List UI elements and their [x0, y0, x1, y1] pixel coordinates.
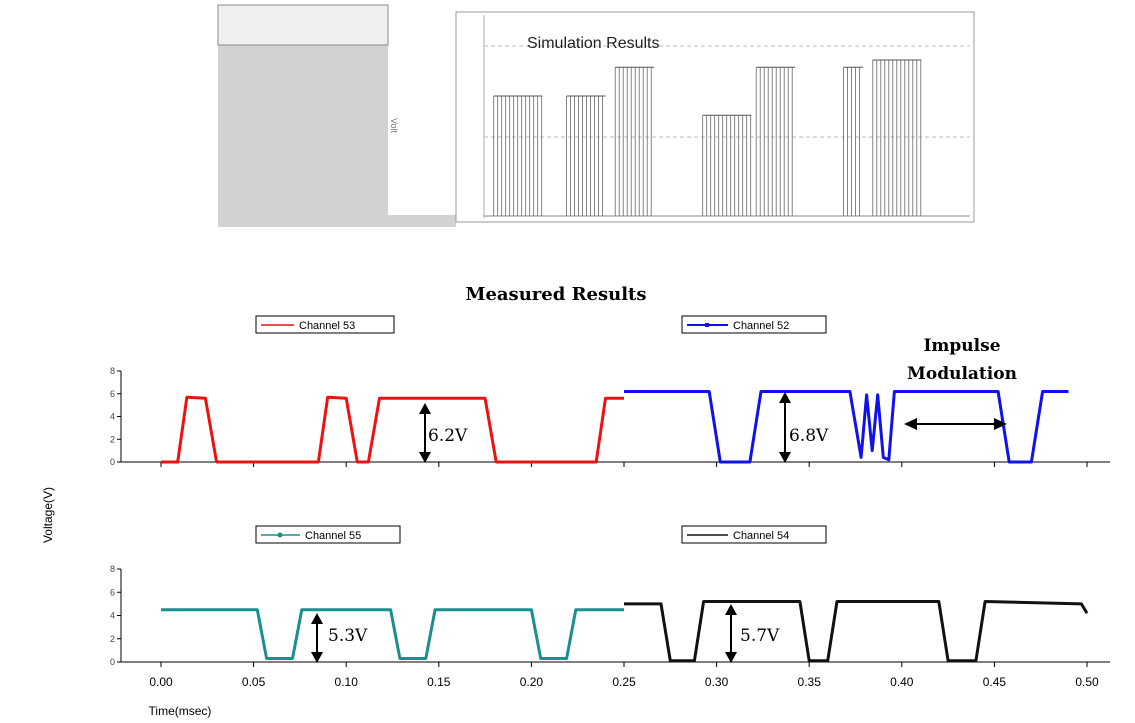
x-axis-label: Time(msec)	[149, 704, 212, 718]
annotation-label: Modulation	[907, 364, 1017, 384]
simulation-inset: Volt Simulation Results	[217, 4, 975, 227]
annotation-5-7v: 5.7V	[725, 604, 780, 663]
arrow-up-icon	[419, 403, 431, 414]
annotation-label: 6.8V	[789, 426, 829, 446]
x-tick-label: 0.35	[798, 675, 822, 689]
legend-channel-53: Channel 53	[255, 315, 395, 334]
x-tick-label: 0.25	[612, 675, 636, 689]
series-channel-54	[624, 600, 1089, 663]
annotation-6-8v: 6.8V	[779, 392, 829, 463]
inset-pulse-group	[493, 59, 922, 216]
x-tick-label: 0.10	[335, 675, 359, 689]
x-tick-label: 0.05	[242, 675, 266, 689]
y-tick-label: 2	[110, 434, 115, 444]
arrow-left-icon	[904, 418, 917, 430]
annotation-6-2v: 6.2V	[419, 403, 468, 463]
y-tick-label: 8	[110, 366, 115, 376]
legend-box	[255, 525, 401, 544]
legend-label-channel-55: Channel 55	[305, 530, 361, 542]
y-tick-label: 4	[110, 412, 115, 422]
inset-legend-box	[217, 4, 389, 46]
arrow-down-icon	[311, 652, 323, 663]
y-tick-label: 0	[110, 657, 115, 667]
annotation-label: Impulse	[923, 336, 1000, 356]
x-tick-label: 0.40	[890, 675, 914, 689]
series-channel-53	[161, 395, 624, 464]
legend-label-channel-52: Channel 52	[733, 320, 789, 332]
x-tick-label: 0.20	[520, 675, 544, 689]
annotation-label: 6.2V	[428, 426, 468, 446]
inset-ylabel: Volt	[389, 118, 399, 134]
y-tick-label: 8	[110, 564, 115, 574]
legend-label-channel-53: Channel 53	[299, 320, 355, 332]
series-channel-52	[624, 390, 1069, 464]
legend-box	[681, 525, 827, 544]
annotation-impulse-modulation: Impulse Modulation	[904, 336, 1017, 430]
x-tick-label: 0.15	[427, 675, 451, 689]
arrow-up-icon	[311, 613, 323, 624]
legend-marker	[705, 323, 709, 327]
y-tick-label: 6	[110, 587, 115, 597]
x-tick-label: 0.45	[983, 675, 1007, 689]
arrow-down-icon	[419, 452, 431, 463]
inset-bottom-strip	[386, 215, 456, 227]
y-axis-label: Voltage(V)	[41, 487, 55, 543]
y-tick-label: 4	[110, 611, 115, 621]
simulation-title: Simulation Results	[527, 35, 660, 52]
y-tick-label: 6	[110, 389, 115, 399]
annotation-5-3v: 5.3V	[311, 613, 368, 663]
legend-channel-52: Channel 52	[681, 315, 827, 334]
arrow-down-icon	[779, 452, 791, 463]
y-tick-label: 0	[110, 457, 115, 467]
x-tick-label: 0.50	[1075, 675, 1099, 689]
legend-channel-55: Channel 55	[255, 525, 401, 544]
legend-marker	[277, 532, 283, 538]
legend-channel-54: Channel 54	[681, 525, 827, 544]
legend-box	[255, 315, 395, 334]
y-tick-label: 2	[110, 634, 115, 644]
x-tick-label: 0.30	[705, 675, 729, 689]
arrow-up-icon	[725, 604, 737, 615]
x-tick-label: 0.00	[149, 675, 173, 689]
arrow-down-icon	[725, 652, 737, 663]
chart-title: Measured Results	[466, 284, 647, 305]
legend-box	[681, 315, 827, 334]
arrow-up-icon	[779, 392, 791, 403]
series-channel-55	[161, 608, 624, 660]
arrow-right-icon	[994, 418, 1007, 430]
series-group	[161, 390, 1089, 663]
legend-label-channel-54: Channel 54	[733, 530, 789, 542]
annotation-label: 5.3V	[328, 626, 368, 646]
annotation-label: 5.7V	[740, 626, 780, 646]
